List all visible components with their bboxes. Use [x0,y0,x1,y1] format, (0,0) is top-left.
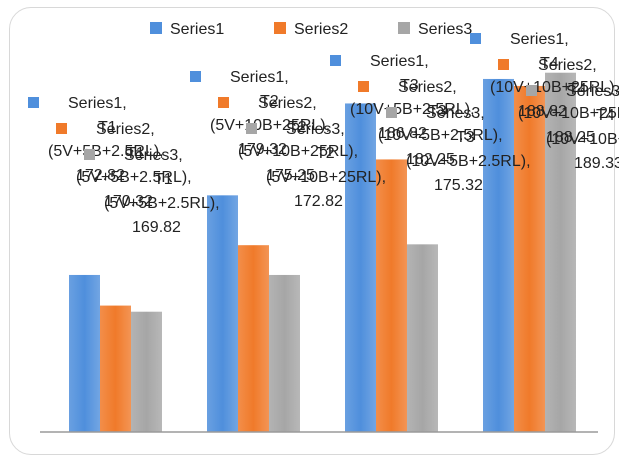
data-label-category-code: T3 [456,129,475,146]
data-label-series2-t2: Series2,T2(5V+10B+25RL),175.25 [238,95,358,184]
data-label-swatch [330,55,341,66]
bar-series2-t3 [376,159,407,432]
data-label-value: 188.25 [546,129,595,146]
data-label-category-mix: (5V+10B+25RL), [210,117,330,134]
data-label-category-code: T1 [98,119,117,136]
data-label-category-mix: (10V+5B+2.5RL), [350,101,475,118]
data-label-value: 179.32 [238,141,287,158]
data-label-value: 175.25 [266,167,315,184]
bar-series1-t4 [483,78,514,432]
data-label-category-code: T3 [400,77,419,94]
data-label-value: 169.82 [132,219,181,236]
data-label-swatch [246,123,257,134]
data-label-series1-t2: Series1,T2(5V+10B+25RL),179.32 [210,69,330,158]
data-label-series-code: Series3, [566,83,619,100]
data-label-category-code: T4 [540,55,559,72]
data-label-category-code: T3 [428,103,447,120]
bar-series2-t1 [100,305,131,432]
data-label-category-mix: (5V+5B+2.5RL), [76,169,192,186]
bar-series3-t3 [407,244,438,432]
data-label-value: 186.82 [378,125,427,142]
data-label-category-mix: (10V+10B+25RL), [518,105,619,122]
data-label-series-code: Series3, [426,105,485,122]
legend-label-series2: Series2 [294,21,348,38]
data-label-category-code: T2 [288,119,307,136]
bar-series3-t4 [545,72,576,433]
data-label-category-mix: (10V+5B+2.5RL), [378,127,503,144]
data-label-category-code: T2 [316,145,335,162]
data-label-swatch [386,107,397,118]
data-label-value: 170.32 [104,193,153,210]
data-label-series-code: Series2, [96,121,155,138]
data-label-series3-t4: Series3,T4(10V+10B+25RL),189.33 [546,83,619,172]
data-label-category-mix: (5V+5B+2.5RL), [104,195,220,212]
data-label-swatch [526,85,537,96]
data-label-series-code: Series3, [124,147,183,164]
data-label-series-code: Series2, [538,57,597,74]
bar-series1-t3 [345,103,376,432]
data-label-category-code: T4 [596,107,615,124]
data-label-series3-t2: Series3,T2(5V+10B+25RL),172.82 [266,121,386,210]
legend-swatch-series3 [398,22,410,34]
data-label-category-mix: (10V+10B+25RL), [546,131,619,148]
data-label-category-mix: (5V+10B+25RL), [266,169,386,186]
bar-series3-t1 [131,311,162,432]
legend-swatch-series2 [274,22,286,34]
data-label-value: 188.82 [518,103,567,120]
data-label-series2-t3: Series2,T3(10V+5B+2.5RL),182.25 [378,79,503,168]
data-label-category-code: T2 [260,93,279,110]
data-label-swatch [190,71,201,82]
data-label-category-mix: (10V+5B+2.5RL), [406,153,531,170]
data-label-category-code: T4 [568,81,587,98]
data-label-series-code: Series3, [286,121,345,138]
data-label-series-code: Series1, [230,69,289,86]
bar-series1-t2 [207,195,238,432]
bar-series2-t4 [514,85,545,432]
data-label-category-code: T1 [154,171,173,188]
data-label-series-code: Series1, [68,95,127,112]
data-label-swatch [56,123,67,134]
legend-label-series1: Series1 [170,21,224,38]
data-label-swatch [218,97,229,108]
data-label-series3-t1: Series3,T1(5V+5B+2.5RL),169.82 [104,147,220,236]
bar-series2-t2 [238,245,269,432]
data-label-series-code: Series1, [510,31,569,48]
data-label-category-mix: (5V+5B+2.5RL), [48,143,164,160]
data-label-series2-t4: Series2,T4(10V+10B+25RL),188.25 [518,57,619,146]
data-label-series1-t3: Series1,T3(10V+5B+2.5RL),186.82 [350,53,475,142]
data-label-value: 189.33 [574,155,619,172]
data-label-category-mix: (10V+10B+25RL), [490,79,619,96]
data-label-category-code: T1 [126,145,145,162]
data-label-swatch [470,33,481,44]
bar-series1-t1 [69,274,100,432]
legend-label-series3: Series3 [418,21,472,38]
data-label-swatch [28,97,39,108]
data-label-value: 172.82 [76,167,125,184]
bar-series3-t2 [269,274,300,432]
legend-swatch-series1 [150,22,162,34]
data-label-value: 175.32 [434,177,483,194]
data-label-series-code: Series2, [398,79,457,96]
data-label-category-mix: (5V+10B+25RL), [238,143,358,160]
data-label-series-code: Series1, [370,53,429,70]
data-label-series1-t4: Series1,T4(10V+10B+25RL),188.82 [490,31,619,120]
data-label-swatch [84,149,95,160]
data-label-swatch [358,81,369,92]
data-label-series-code: Series2, [258,95,317,112]
data-label-series1-t1: Series1,T1(5V+5B+2.5RL),172.82 [48,95,164,184]
data-label-value: 182.25 [406,151,455,168]
data-label-series3-t3: Series3,T3(10V+5B+2.5RL),175.32 [406,105,531,194]
data-label-swatch [498,59,509,70]
data-label-series2-t1: Series2,T1(5V+5B+2.5RL),170.32 [76,121,192,210]
data-label-value: 172.82 [294,193,343,210]
